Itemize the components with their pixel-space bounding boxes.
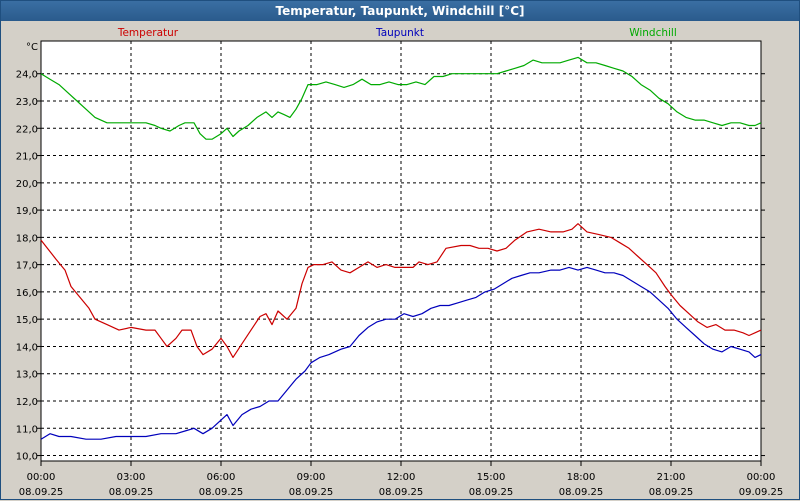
- y-tick-label: 12,0: [16, 397, 38, 408]
- x-tick-time: 03:00: [117, 472, 146, 483]
- x-tick-time: 00:00: [747, 472, 776, 483]
- x-tick-time: 18:00: [567, 472, 596, 483]
- y-tick-label: 23,0: [16, 97, 38, 108]
- y-axis-unit: °C: [26, 42, 38, 53]
- x-tick-date: 08.09.25: [199, 487, 244, 498]
- y-tick-label: 20,0: [16, 179, 38, 190]
- y-tick-label: 14,0: [16, 342, 38, 353]
- x-tick-time: 06:00: [207, 472, 236, 483]
- y-tick-label: 19,0: [16, 206, 38, 217]
- y-tick-label: 11,0: [16, 424, 38, 435]
- y-tick-label: 17,0: [16, 261, 38, 272]
- x-tick-time: 15:00: [477, 472, 506, 483]
- y-tick-label: 21,0: [16, 152, 38, 163]
- x-tick-time: 12:00: [387, 472, 416, 483]
- y-tick-label: 16,0: [16, 288, 38, 299]
- legend: Temperatur Taupunkt Windchill: [117, 27, 677, 39]
- y-tick-label: 24,0: [16, 70, 38, 81]
- series-group: [40, 56, 762, 440]
- y-tick-label: 15,0: [16, 315, 38, 326]
- x-tick-date: 08.09.25: [379, 487, 424, 498]
- x-tick-date: 08.09.25: [559, 487, 604, 498]
- x-tick-time: 21:00: [657, 472, 686, 483]
- x-tick-date: 08.09.25: [19, 487, 64, 498]
- y-tick-label: 13,0: [16, 370, 38, 381]
- grid: [37, 41, 765, 466]
- series-line-windchill: [40, 56, 762, 140]
- series-line-taupunkt: [40, 266, 762, 440]
- x-tick-date: 09.09.25: [739, 487, 784, 498]
- series-line-temperatur: [40, 223, 762, 358]
- x-tick-time: 00:00: [27, 472, 56, 483]
- y-axis-ticks: 10,0 11,0 12,0 13,0 14,0 15,0 16,0 17,0 18,0 19,0…: [16, 70, 38, 463]
- x-axis-ticks: 00:00 08.09.25 03:00 08.09.25 06:00 08.09.25 0…: [19, 472, 784, 498]
- x-tick-time: 09:00: [297, 472, 326, 483]
- y-tick-label: 18,0: [16, 233, 38, 244]
- y-tick-label: 10,0: [16, 452, 38, 463]
- legend-windchill: Windchill: [629, 27, 677, 39]
- x-tick-date: 08.09.25: [469, 487, 514, 498]
- legend-temperatur: Temperatur: [117, 27, 179, 39]
- legend-taupunkt: Taupunkt: [375, 27, 424, 39]
- x-tick-date: 08.09.25: [649, 487, 694, 498]
- window-title: Temperatur, Taupunkt, Windchill [°C]: [1, 1, 799, 21]
- x-tick-date: 08.09.25: [109, 487, 154, 498]
- y-tick-label: 22,0: [16, 124, 38, 135]
- x-tick-date: 08.09.25: [289, 487, 334, 498]
